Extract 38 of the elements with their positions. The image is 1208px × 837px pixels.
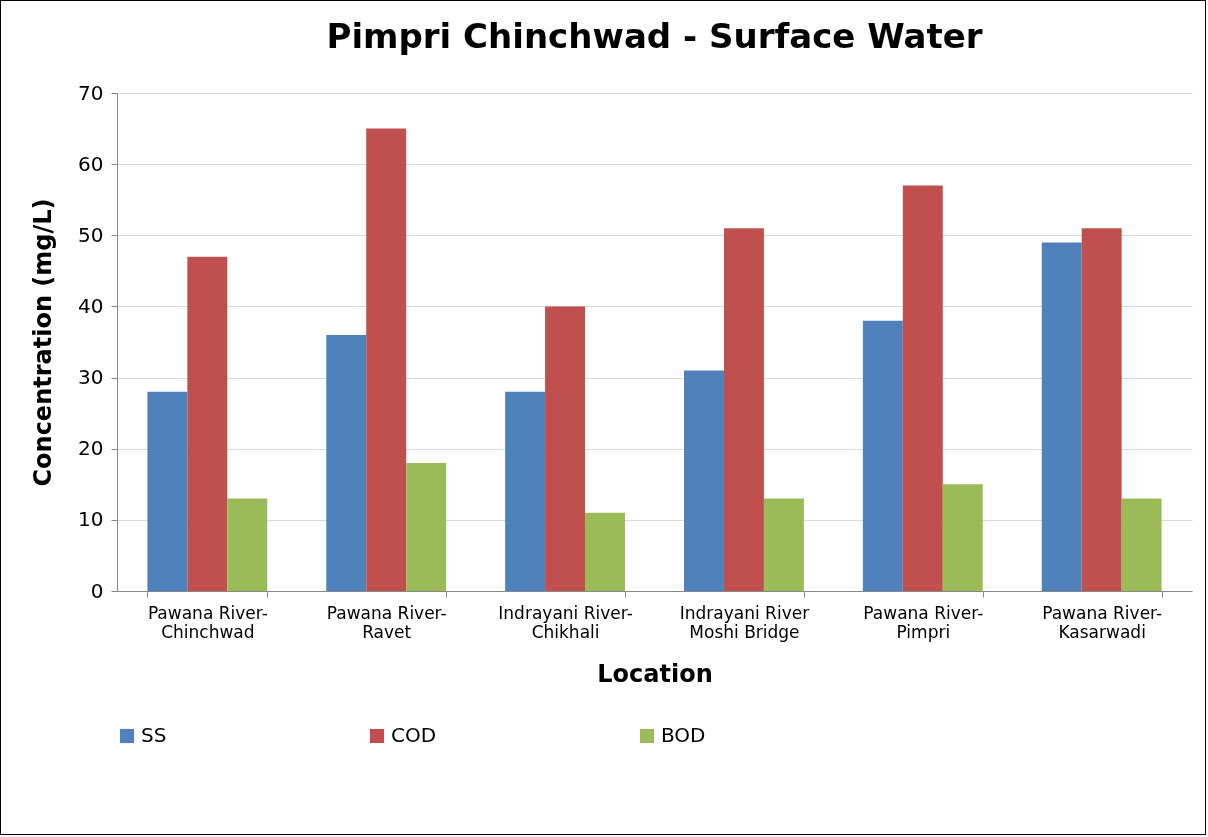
bar (723, 228, 764, 591)
y-tick-label: 10 (78, 507, 104, 532)
y-tick-label: 20 (78, 436, 104, 461)
bar (187, 256, 228, 591)
y-axis-title: Concentration (mg/L) (29, 198, 58, 487)
y-tick-label: 0 (90, 578, 104, 603)
x-tick-label: Pawana River-Pimpri (863, 602, 984, 642)
bar (147, 391, 188, 591)
x-tick-label: Indrayani River Moshi Bridge (679, 602, 810, 642)
bar (684, 370, 724, 591)
legend-label: SS (141, 723, 167, 747)
bar (585, 512, 625, 591)
y-tick-label: 30 (78, 365, 104, 390)
x-tick-label: Pawana River-Chinchwad (147, 602, 268, 642)
bar (545, 306, 586, 591)
x-tick-label: Pawana River-Ravet (326, 602, 447, 642)
bar (1081, 228, 1122, 591)
bar (902, 185, 943, 591)
legend-label: BOD (661, 723, 706, 747)
bar (326, 334, 367, 591)
y-tick-label: 70 (78, 80, 104, 105)
bar (942, 484, 983, 591)
y-tick-label: 60 (78, 151, 104, 176)
bar (505, 391, 546, 591)
chart-title: Pimpri Chinchwad - Surface Water (326, 16, 983, 56)
x-tick-label: Indrayani River-Chikhali (498, 602, 633, 642)
bar (406, 462, 447, 591)
bar (763, 498, 804, 591)
bar (366, 128, 407, 591)
legend-label: COD (391, 723, 437, 747)
bar (1041, 242, 1082, 591)
x-axis-title: Location (597, 659, 713, 688)
x-tick-label: Pawana River-Kasarwadi (1042, 602, 1163, 642)
y-tick-label: 40 (78, 293, 104, 318)
bar (862, 320, 903, 591)
bar (1121, 498, 1162, 591)
y-tick-label: 50 (78, 222, 104, 247)
bar (227, 498, 268, 591)
